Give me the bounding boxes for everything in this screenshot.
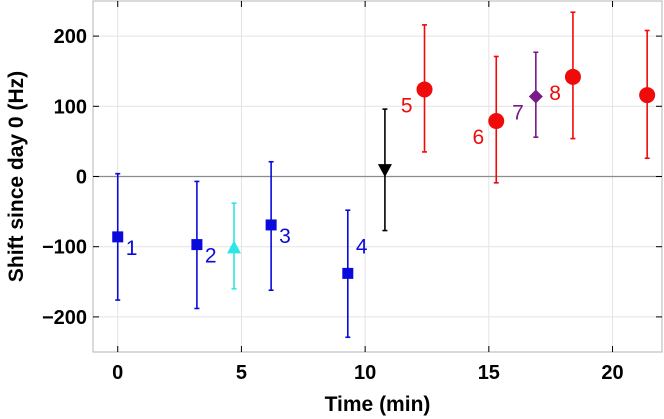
square-marker	[191, 239, 203, 251]
point-label: 8	[549, 82, 561, 105]
y-axis-title: Shift since day 0 (Hz)	[5, 71, 28, 282]
point-label: 5	[401, 94, 413, 117]
point-label: 6	[473, 126, 485, 149]
point-label: 7	[512, 101, 524, 124]
x-tick-label: 5	[236, 362, 247, 384]
square-marker	[342, 267, 354, 279]
circle-marker	[639, 87, 656, 104]
data-point-10: 8	[549, 11, 581, 140]
data-point-6	[377, 108, 392, 232]
data-point-1: 1	[112, 172, 138, 301]
triangle-down-marker	[377, 164, 392, 178]
diamond-marker	[528, 89, 543, 104]
x-tick-label: 20	[601, 362, 623, 384]
data-point-8: 6	[473, 55, 505, 184]
data-point-2: 2	[191, 180, 217, 310]
data-point-9: 7	[512, 51, 543, 138]
triangle-up-marker	[227, 240, 242, 254]
x-tick-label: 15	[478, 362, 500, 384]
y-tick-label: −100	[42, 237, 87, 259]
data-point-5: 4	[342, 209, 368, 339]
point-label: 1	[126, 237, 138, 260]
point-label: 2	[205, 245, 217, 268]
x-tick-label: 0	[112, 362, 123, 384]
data-point-7: 5	[401, 24, 433, 153]
square-marker	[265, 219, 277, 231]
y-tick-label: 200	[54, 26, 87, 48]
point-label: 4	[356, 235, 368, 258]
circle-marker	[488, 113, 505, 130]
data-point-3	[227, 202, 242, 290]
y-tick-label: 0	[76, 167, 87, 189]
y-tick-label: −200	[42, 307, 87, 329]
x-axis-title: Time (min)	[325, 393, 431, 416]
data-points: 1 2 3 4 5 6 7 8	[112, 11, 656, 339]
circle-marker	[564, 68, 581, 85]
square-marker	[112, 231, 124, 243]
x-tick-label: 10	[354, 362, 376, 384]
point-label: 3	[279, 225, 291, 248]
circle-marker	[416, 81, 433, 98]
data-point-4: 3	[265, 160, 291, 292]
data-point-11	[639, 29, 656, 160]
y-tick-label: 100	[54, 96, 87, 118]
